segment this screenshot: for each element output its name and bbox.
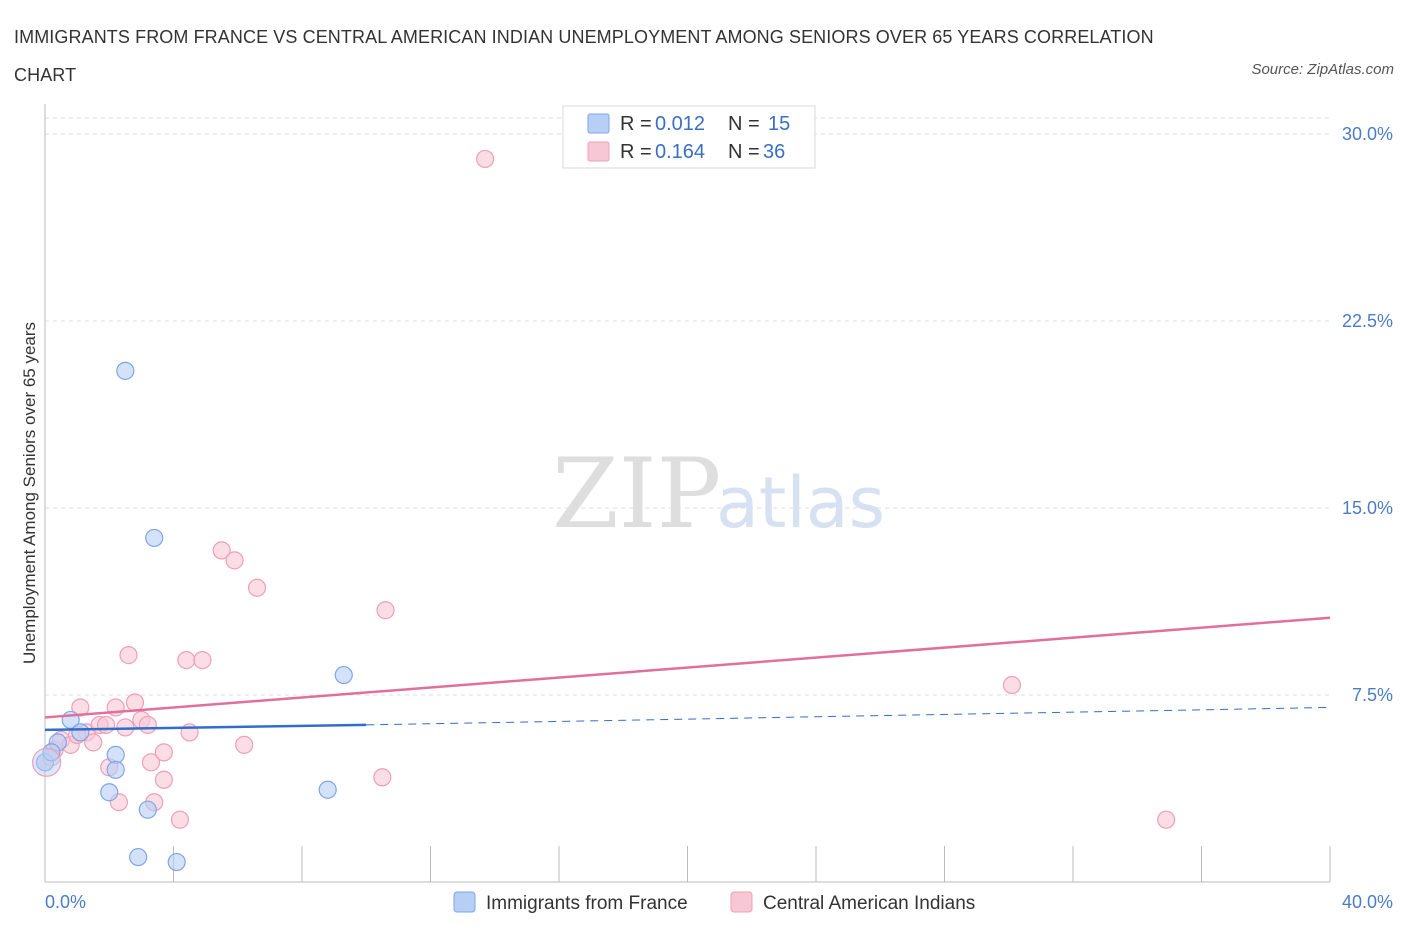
- x-tick-labels: 0.0% 40.0%: [45, 892, 1393, 912]
- bottom-legend-label-france: Immigrants from France: [486, 893, 688, 914]
- series-legend: Immigrants from France Central American …: [453, 891, 975, 914]
- y-tick-label-2: 22.5%: [1342, 311, 1393, 331]
- trend-line-france: [44, 723, 367, 732]
- watermark-atlas: atlas: [716, 462, 885, 544]
- y-tick-label-0: 7.5%: [1352, 685, 1393, 705]
- x-tick-label-0: 0.0%: [45, 892, 86, 912]
- legend-r-label-2: R =: [620, 141, 652, 163]
- gridlines: [45, 117, 1330, 696]
- bottom-legend-label-central-american: Central American Indians: [763, 893, 975, 914]
- france-point-7: [100, 783, 119, 802]
- legend-n-value-1: 15: [768, 113, 790, 135]
- central-american-point-4: [71, 698, 90, 717]
- legend-n-label-2: N =: [728, 141, 760, 163]
- central-american-point-16: [138, 715, 157, 735]
- central-american-point-31: [476, 149, 495, 169]
- legend-n-label-1: N =: [728, 113, 760, 135]
- france-point-8: [145, 528, 164, 548]
- central-american-point-26: [225, 551, 244, 570]
- origin-cluster-point: [32, 747, 62, 777]
- y-tick-label-1: 15.0%: [1342, 498, 1393, 518]
- bottom-legend-swatch-blue: [453, 891, 476, 913]
- bottom-legend-swatch-pink: [730, 891, 753, 913]
- trend-lines: [44, 616, 1331, 732]
- france-point-10: [129, 847, 148, 867]
- france-point-13: [334, 665, 353, 685]
- trend-line-france-extrapolated: [366, 706, 1331, 726]
- central-american-point-33: [1157, 810, 1176, 829]
- central-american-point-24: [193, 650, 212, 670]
- central-american-point-27: [235, 735, 254, 754]
- central-american-point-28: [247, 578, 267, 597]
- legend-n-value-2: 36: [763, 141, 785, 163]
- france-point-5: [106, 760, 125, 779]
- central-american-point-30: [376, 601, 395, 620]
- central-american-point-6: [84, 733, 103, 752]
- watermark-zip: ZIP: [552, 438, 721, 550]
- france-point-12: [318, 780, 337, 799]
- france-point-6: [116, 361, 135, 380]
- chart-title: IMMIGRANTS FROM FRANCE VS CENTRAL AMERIC…: [14, 27, 1154, 85]
- stats-legend: R = 0.012 N = 15 R = 0.164 N = 36: [562, 105, 816, 169]
- y-tick-labels: 7.5% 15.0% 22.5% 30.0%: [1342, 124, 1393, 705]
- central-american-point-29: [373, 768, 392, 787]
- watermark: ZIP atlas: [552, 438, 885, 550]
- central-american-point-20: [154, 770, 173, 789]
- central-american-point-32: [1002, 675, 1022, 695]
- france-point-3: [71, 723, 90, 742]
- central-american-point-8: [96, 715, 116, 735]
- central-american-point-22: [177, 650, 196, 670]
- france-point-9: [138, 800, 157, 819]
- legend-swatch-blue: [587, 113, 610, 134]
- central-american-point-21: [170, 810, 190, 829]
- legend-swatch-pink: [587, 141, 610, 162]
- legend-r-value-1: 0.012: [655, 113, 705, 135]
- central-american-point-17: [141, 753, 161, 772]
- central-american-point-25: [212, 541, 231, 560]
- y-axis-label: Unemployment Among Seniors over 65 years: [20, 322, 39, 664]
- source-attribution: Source: ZipAtlas.com: [1251, 61, 1394, 78]
- legend-r-value-2: 0.164: [655, 141, 705, 163]
- y-tick-label-3: 30.0%: [1342, 124, 1393, 144]
- trend-line-central-american: [44, 616, 1331, 719]
- central-american-point-13: [119, 646, 138, 665]
- france-point-11: [167, 852, 186, 872]
- x-tick-label-1: 40.0%: [1342, 892, 1393, 912]
- legend-r-label-1: R =: [620, 113, 652, 135]
- central-american-point-14: [125, 693, 145, 712]
- series-immigrants-from-france: [32, 361, 353, 872]
- central-american-point-19: [154, 743, 173, 762]
